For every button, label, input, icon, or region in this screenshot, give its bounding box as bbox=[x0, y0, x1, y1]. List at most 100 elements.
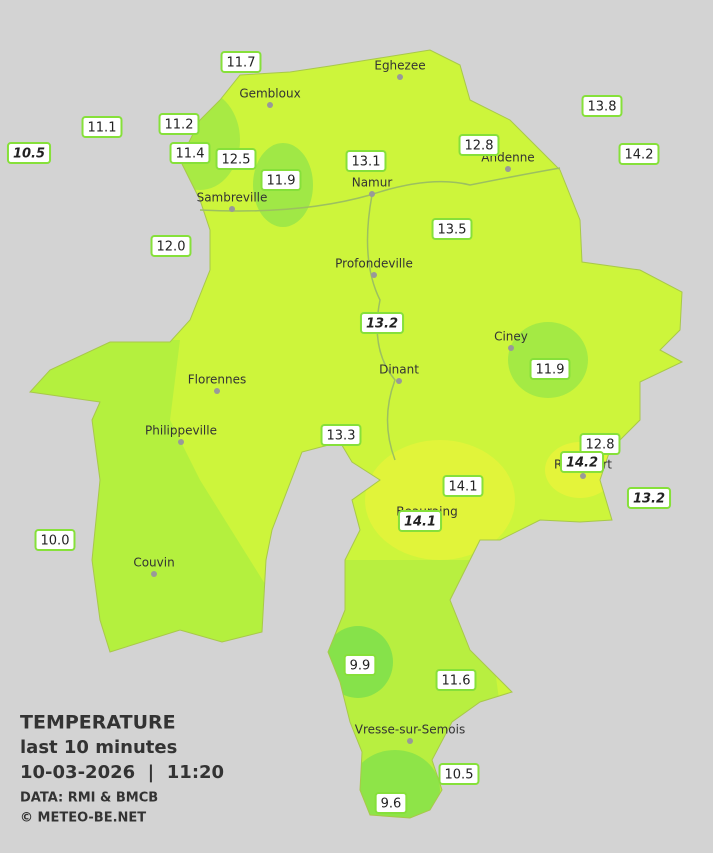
station-box bbox=[34, 529, 76, 551]
station: 13.3 bbox=[320, 424, 362, 446]
legend-period: last 10 minutes bbox=[20, 737, 177, 758]
station-box bbox=[169, 142, 211, 164]
station-reading: 12.8 bbox=[465, 139, 494, 154]
city-dot bbox=[505, 166, 511, 172]
station-box bbox=[220, 51, 262, 73]
city-label: Vresse-sur-Semois bbox=[355, 723, 465, 737]
station: 10.5 bbox=[6, 142, 52, 164]
station: 11.1 bbox=[81, 116, 123, 138]
city-dot bbox=[397, 74, 403, 80]
station-reading: 14.1 bbox=[404, 515, 436, 530]
city-label: Sambreville bbox=[197, 191, 268, 205]
station: 13.2 bbox=[626, 487, 672, 509]
station-reading: 12.0 bbox=[157, 240, 186, 255]
city-dot bbox=[369, 191, 375, 197]
station-reading: 14.2 bbox=[566, 456, 598, 471]
city-dot bbox=[267, 102, 273, 108]
city-dot bbox=[508, 345, 514, 351]
rivers bbox=[199, 167, 561, 461]
city-label: Namur bbox=[352, 176, 393, 190]
city-dot bbox=[151, 571, 157, 577]
station-reading: 11.2 bbox=[165, 118, 194, 133]
station-box bbox=[81, 116, 123, 138]
station-box bbox=[260, 169, 302, 191]
station: 13.8 bbox=[581, 95, 623, 117]
station-box bbox=[431, 218, 473, 240]
station: 13.1 bbox=[345, 150, 387, 172]
station-box bbox=[559, 451, 605, 473]
station: 12.0 bbox=[150, 235, 192, 257]
station: 11.2 bbox=[158, 113, 200, 135]
station: 13.5 bbox=[431, 218, 473, 240]
station-box bbox=[529, 358, 571, 380]
station: 12.8 bbox=[458, 134, 500, 156]
station: 11.7 bbox=[220, 51, 262, 73]
station: 14.1 bbox=[442, 475, 484, 497]
station-box bbox=[6, 142, 52, 164]
city-label: Eghezee bbox=[374, 59, 425, 73]
legend-source: DATA: RMI & BMCB bbox=[20, 791, 158, 806]
city-dot bbox=[580, 473, 586, 479]
station-reading: 10.5 bbox=[13, 147, 45, 162]
station: 11.9 bbox=[260, 169, 302, 191]
station-reading: 11.9 bbox=[267, 174, 296, 189]
city-label: Philippeville bbox=[145, 424, 217, 438]
station-box bbox=[435, 669, 477, 691]
station: 9.9 bbox=[343, 654, 377, 676]
legend-datetime: 10-03-2026 | 11:20 bbox=[20, 762, 224, 783]
station: 10.5 bbox=[438, 763, 480, 785]
legend-title: TEMPERATURE bbox=[20, 712, 176, 734]
station-reading: 13.2 bbox=[366, 317, 398, 332]
station: 14.2 bbox=[559, 451, 605, 473]
station-box bbox=[581, 95, 623, 117]
station: 12.5 bbox=[215, 148, 257, 170]
station-reading: 14.2 bbox=[625, 148, 654, 163]
station-box bbox=[458, 134, 500, 156]
station-reading: 10.0 bbox=[41, 534, 70, 549]
city-dot bbox=[214, 388, 220, 394]
station-reading: 11.1 bbox=[88, 121, 117, 136]
station-box bbox=[343, 654, 377, 676]
legend: TEMPERATURE last 10 minutes 10-03-2026 |… bbox=[20, 712, 224, 826]
station: 14.1 bbox=[397, 510, 443, 532]
station-reading: 11.4 bbox=[176, 147, 205, 162]
city-dot bbox=[178, 439, 184, 445]
station-reading: 14.1 bbox=[449, 480, 478, 495]
station-reading: 13.1 bbox=[352, 155, 381, 170]
station-box bbox=[397, 510, 443, 532]
city-dot bbox=[396, 378, 402, 384]
station-box bbox=[150, 235, 192, 257]
station-reading: 11.7 bbox=[227, 56, 256, 71]
station-box bbox=[438, 763, 480, 785]
station-box bbox=[374, 792, 408, 814]
city-dot bbox=[371, 272, 377, 278]
station: 11.4 bbox=[169, 142, 211, 164]
station-box bbox=[442, 475, 484, 497]
city-label: Gembloux bbox=[239, 87, 300, 101]
station-reading: 9.6 bbox=[381, 797, 402, 812]
legend-copyright: © METEO-BE.NET bbox=[20, 811, 146, 826]
station-reading: 11.6 bbox=[442, 674, 471, 689]
city-label: Couvin bbox=[133, 556, 174, 570]
city-dot bbox=[407, 738, 413, 744]
city-label: Ciney bbox=[494, 330, 528, 344]
station-box bbox=[626, 487, 672, 509]
city-dot bbox=[229, 206, 235, 212]
station-reading: 13.2 bbox=[633, 492, 665, 507]
city-label: Dinant bbox=[379, 363, 419, 377]
station-box bbox=[320, 424, 362, 446]
city-label: Florennes bbox=[188, 373, 246, 387]
station: 9.6 bbox=[374, 792, 408, 814]
station-reading: 11.9 bbox=[536, 363, 565, 378]
station: 10.0 bbox=[34, 529, 76, 551]
station-reading: 12.5 bbox=[222, 153, 251, 168]
station-box bbox=[158, 113, 200, 135]
station-reading: 9.9 bbox=[350, 659, 371, 674]
station: 13.2 bbox=[359, 312, 405, 334]
station-reading: 13.3 bbox=[327, 429, 356, 444]
station-reading: 10.5 bbox=[445, 768, 474, 783]
station-box bbox=[215, 148, 257, 170]
station-box bbox=[359, 312, 405, 334]
station: 11.6 bbox=[435, 669, 477, 691]
